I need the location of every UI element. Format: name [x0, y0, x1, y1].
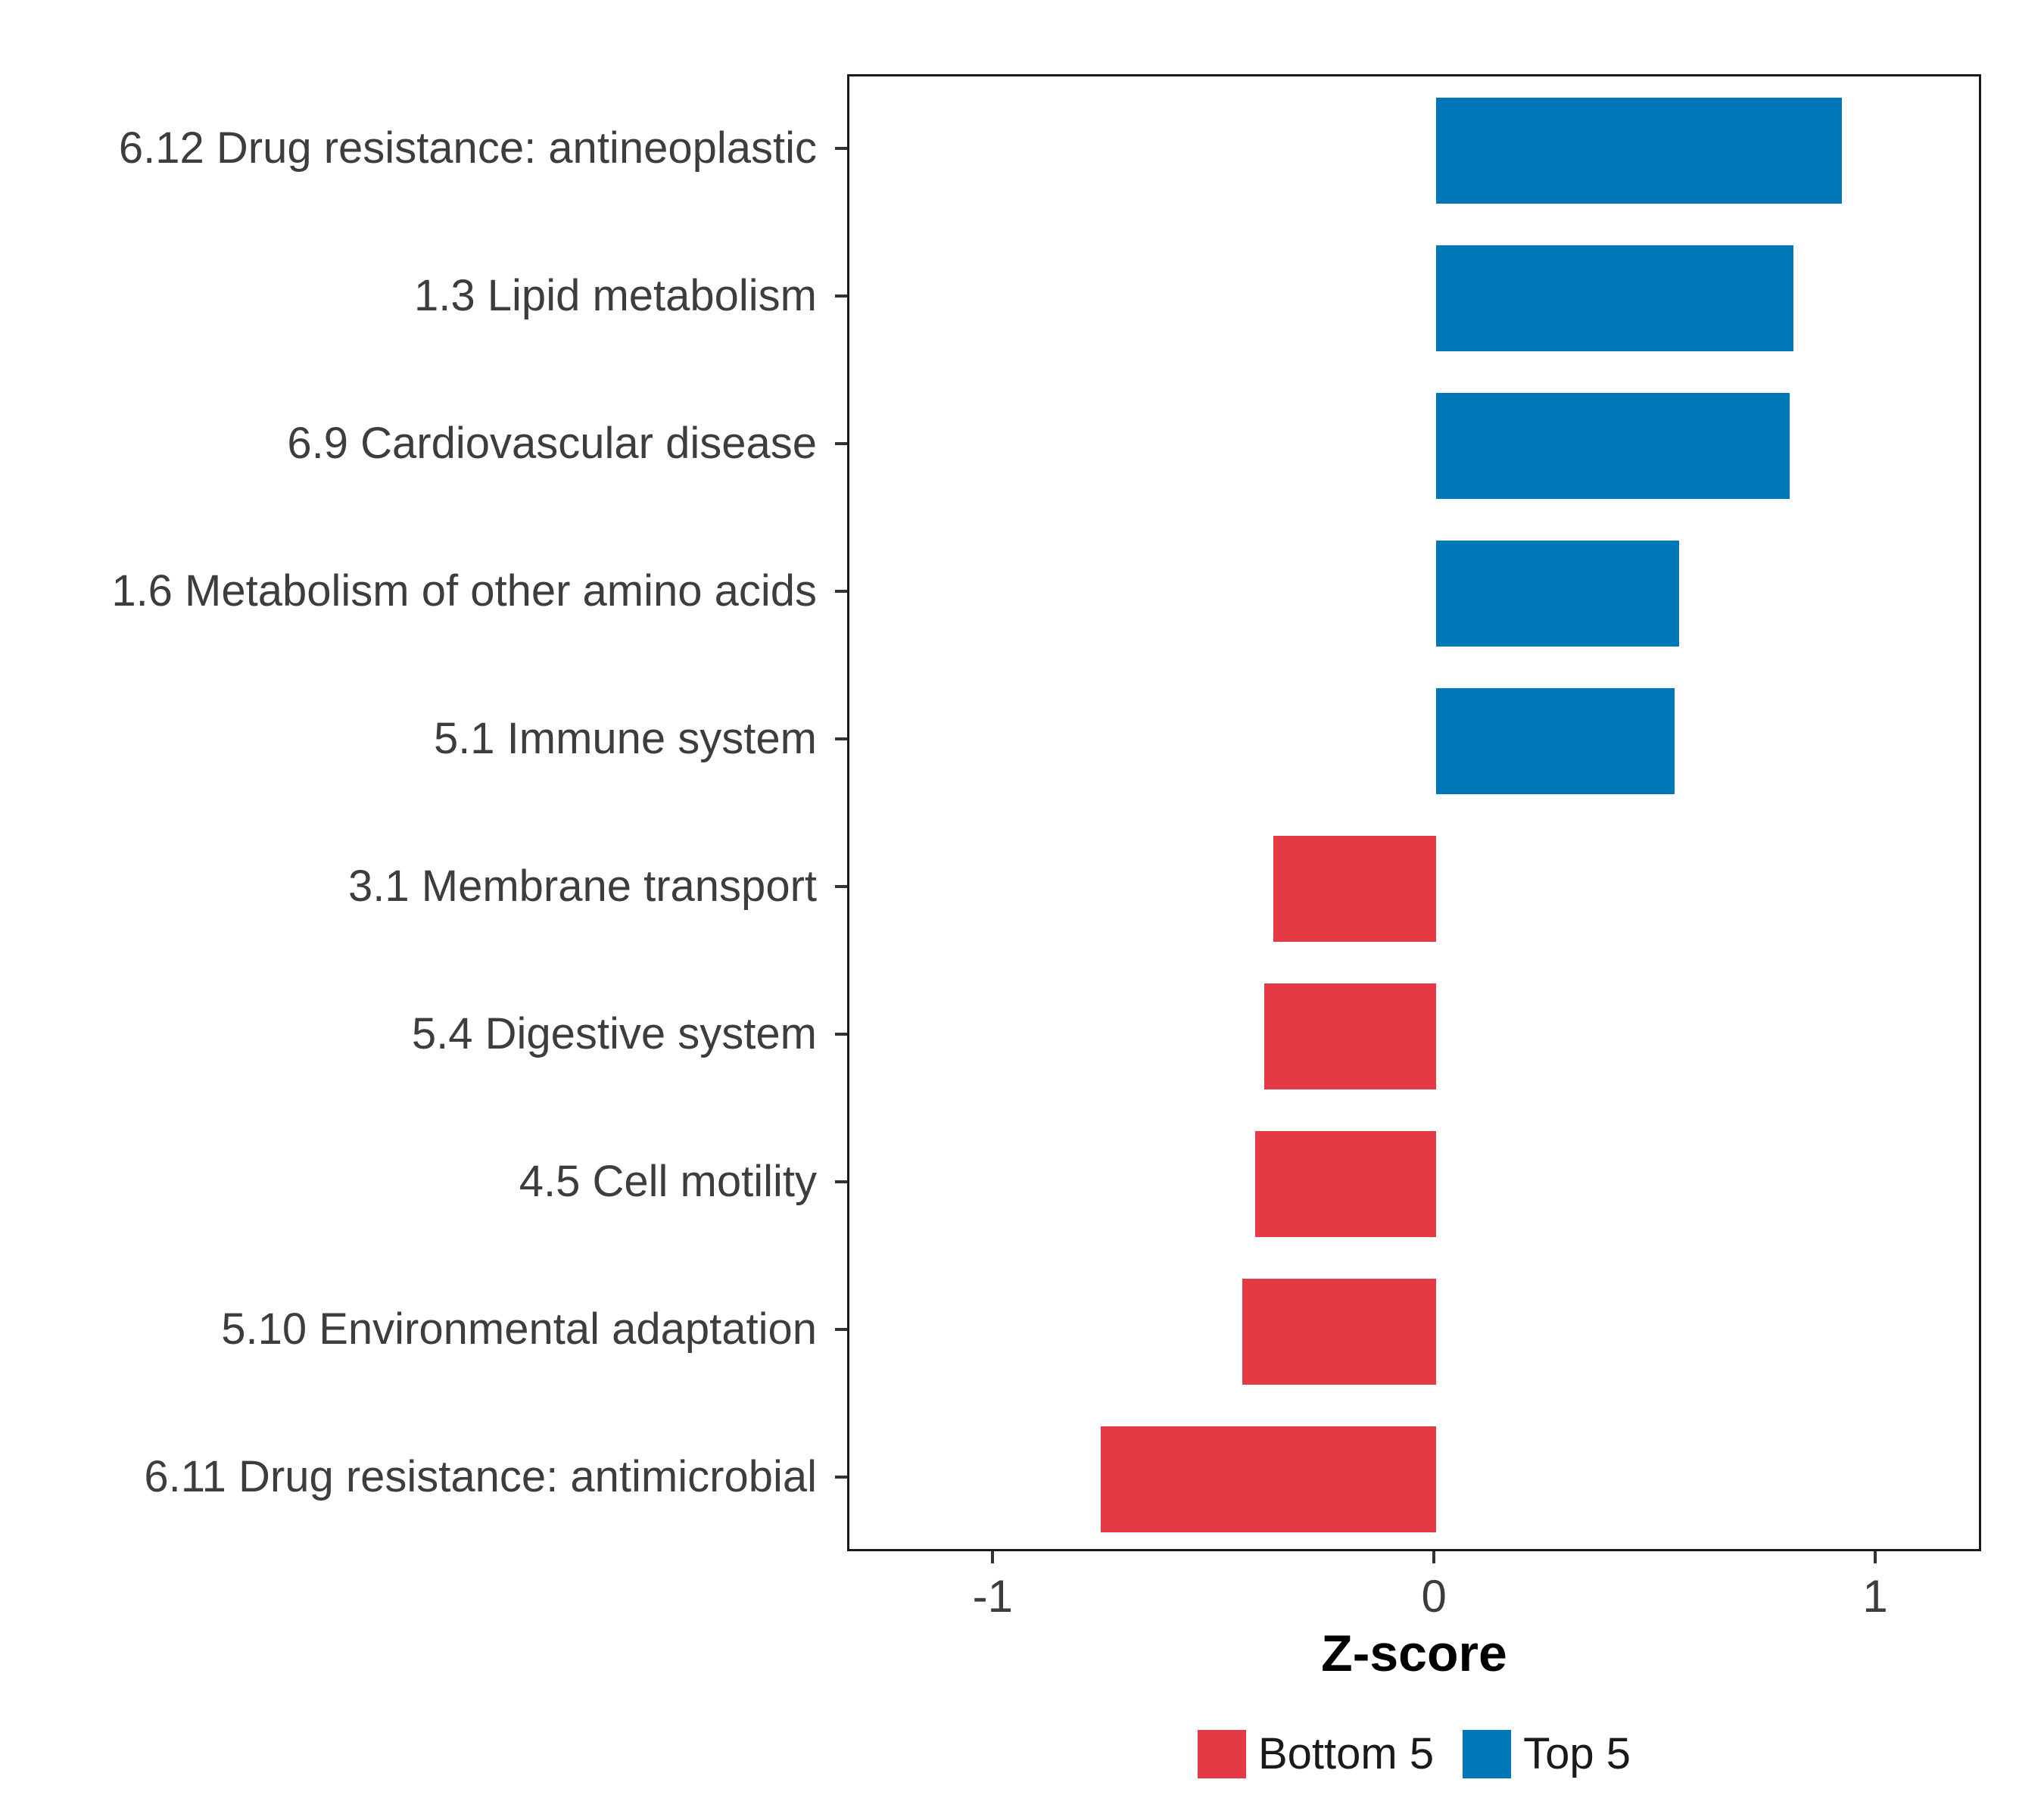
y-tick-mark	[835, 1180, 847, 1184]
x-tick-label: 1	[1862, 1571, 1888, 1622]
plot-panel	[847, 74, 1981, 1551]
x-tick-mark	[1432, 1551, 1436, 1563]
legend-swatch-icon	[1463, 1730, 1512, 1778]
y-axis-label: 3.1 Membrane transport	[348, 862, 817, 912]
y-axis-label: 1.3 Lipid metabolism	[414, 270, 817, 320]
y-axis-label: 5.10 Environmental adaptation	[221, 1304, 817, 1354]
bar	[1273, 836, 1437, 943]
y-tick-mark	[835, 885, 847, 889]
x-tick-label: -1	[972, 1571, 1014, 1622]
y-axis-label: 5.1 Immune system	[433, 713, 817, 763]
legend-entry: Top 5	[1463, 1730, 1631, 1778]
y-tick-mark	[835, 1328, 847, 1332]
y-tick-mark	[835, 589, 847, 593]
bar	[1436, 245, 1794, 351]
x-axis-title: Z-score	[1321, 1625, 1507, 1682]
bar	[1101, 1426, 1437, 1533]
x-tick-label: 0	[1421, 1571, 1447, 1622]
legend-swatch-icon	[1197, 1730, 1246, 1778]
bar	[1242, 1279, 1437, 1385]
bar	[1263, 983, 1437, 1090]
legend-label: Bottom 5	[1257, 1729, 1435, 1778]
bar	[1436, 540, 1679, 647]
legend-label: Top 5	[1523, 1729, 1631, 1778]
y-axis-label: 4.5 Cell motility	[519, 1157, 817, 1207]
y-tick-mark	[835, 441, 847, 445]
legend: Bottom 5 Top 5	[847, 1730, 1981, 1778]
y-axis-label: 1.6 Metabolism of other amino acids	[111, 566, 817, 616]
y-tick-mark	[835, 1476, 847, 1479]
bar	[1436, 392, 1790, 499]
y-axis-label: 6.9 Cardiovascular disease	[287, 418, 817, 468]
y-tick-mark	[835, 1033, 847, 1036]
y-axis-label: 5.4 Digestive system	[411, 1009, 817, 1059]
x-tick-mark	[991, 1551, 995, 1563]
bar	[1436, 97, 1843, 204]
bar	[1436, 687, 1675, 794]
x-tick-mark	[1874, 1551, 1877, 1563]
y-tick-mark	[835, 737, 847, 740]
y-axis-label: 6.11 Drug resistance: antimicrobial	[144, 1452, 817, 1502]
y-axis-label: 6.12 Drug resistance: antineoplastic	[118, 123, 817, 173]
y-tick-mark	[835, 294, 847, 298]
bar	[1255, 1131, 1437, 1238]
legend-entry: Bottom 5	[1197, 1729, 1435, 1778]
y-tick-mark	[835, 146, 847, 150]
